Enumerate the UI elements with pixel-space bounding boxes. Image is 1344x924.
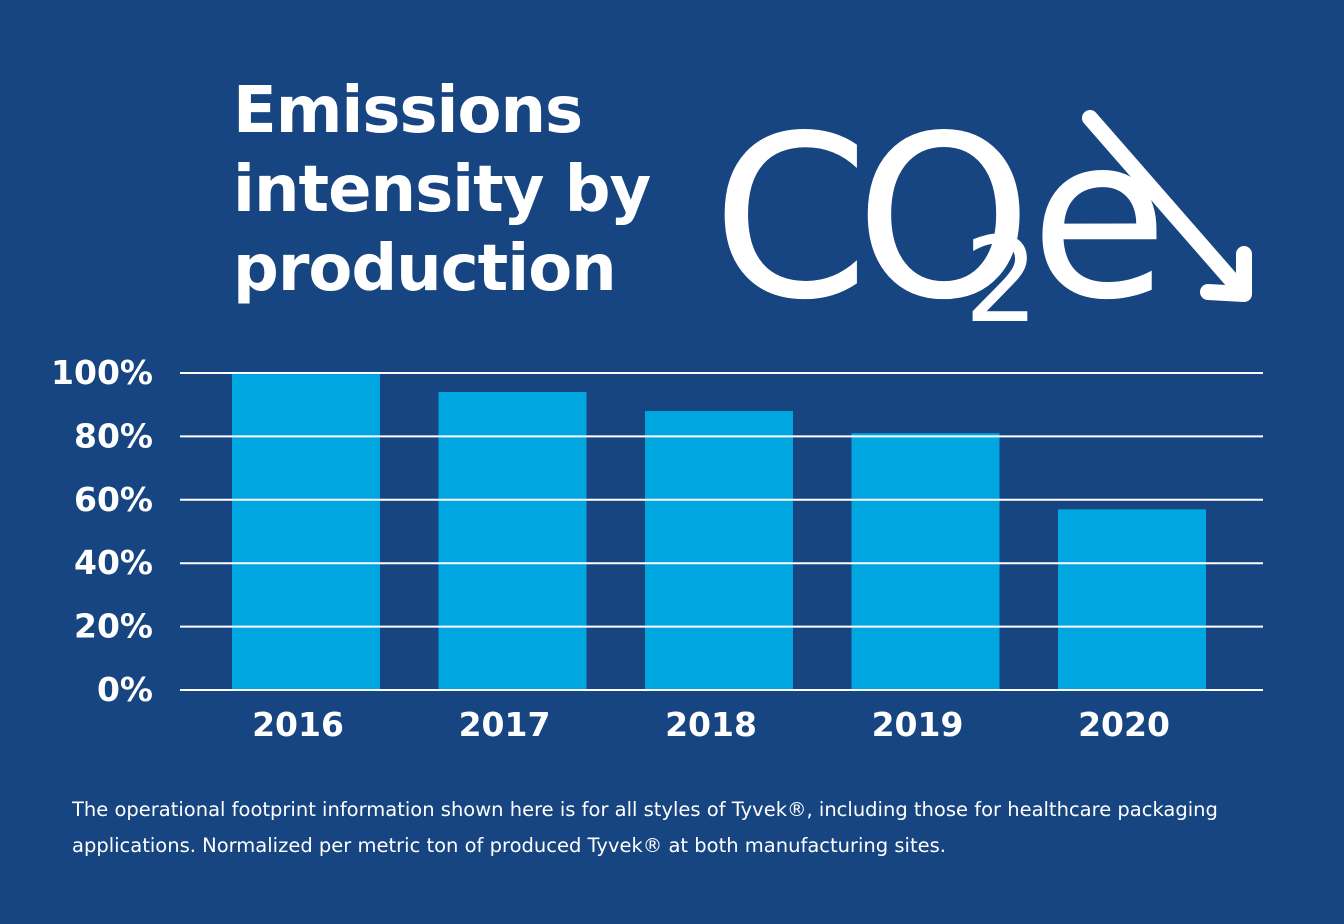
x-tick-label: 2019: [872, 705, 964, 744]
x-tick-label: 2017: [459, 705, 551, 744]
bar-2016: [232, 373, 380, 690]
bars: [232, 373, 1206, 690]
bar-2017: [438, 392, 587, 690]
title-line: Emissions: [233, 74, 583, 148]
x-tick-label: 2016: [252, 705, 344, 744]
y-tick-label: 40%: [74, 543, 153, 582]
x-axis-labels: 2016 2017 2018 2019 2020: [252, 705, 1170, 744]
gridlines: [180, 372, 1263, 691]
arrow-down-right-icon: [1082, 110, 1252, 302]
co2e-svg: CO 2 e: [712, 88, 1252, 350]
y-tick-label: 100%: [51, 353, 153, 392]
co2e-main-text: CO: [712, 88, 1020, 350]
y-tick-label: 20%: [74, 607, 153, 646]
x-tick-label: 2018: [665, 705, 757, 744]
bar-2020: [1058, 509, 1206, 690]
chart-title: Emissions intensity by production: [233, 72, 651, 309]
title-line: intensity by: [233, 153, 651, 227]
bar-2019: [851, 433, 1000, 690]
co2e-subscript: 2: [964, 211, 1039, 349]
co2e-graphic: CO 2 e: [712, 88, 1272, 350]
y-tick-label: 0%: [97, 670, 153, 709]
y-tick-label: 80%: [74, 416, 153, 455]
bar-2018: [645, 411, 793, 690]
bar-chart: 0% 20% 40% 60% 80% 100% 2016 2017 2018 2019 2020: [51, 353, 1263, 744]
y-axis-labels: 0% 20% 40% 60% 80% 100%: [51, 353, 153, 709]
y-tick-label: 60%: [74, 480, 153, 519]
title-line: production: [233, 232, 617, 306]
co2-text: CO: [712, 88, 1020, 350]
footnote: The operational footprint information sh…: [72, 798, 1218, 857]
x-tick-label: 2020: [1078, 705, 1170, 744]
